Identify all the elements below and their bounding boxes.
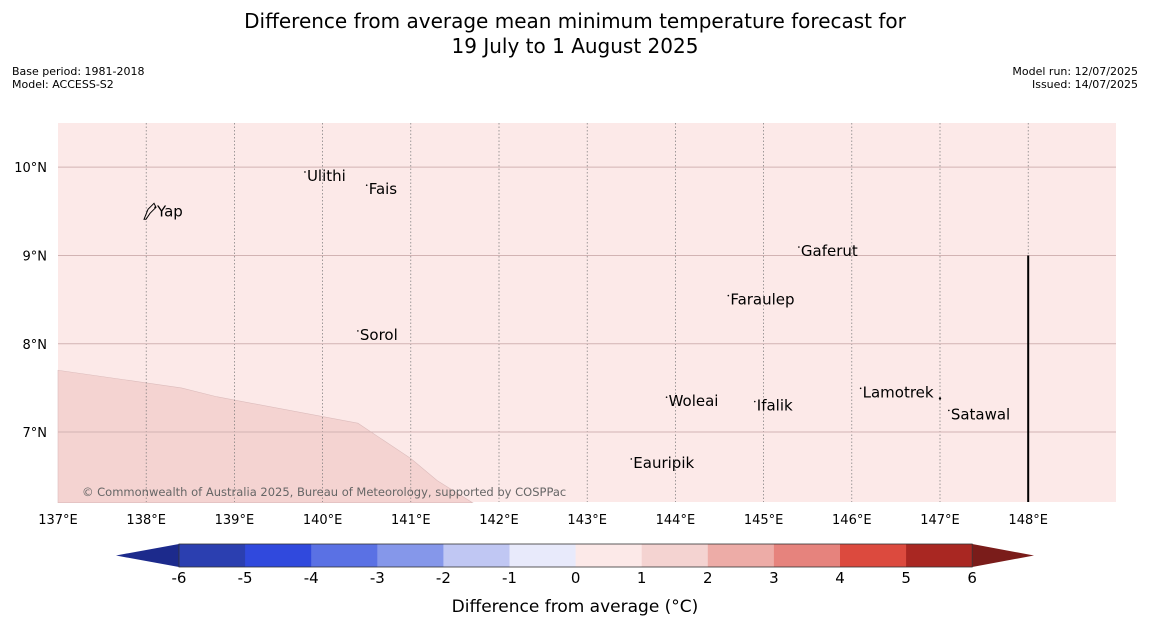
- colorbar: -6 -5 -4 -3 -2 -1 0 1 2 3 4 5 6 Difference from avera…: [116, 543, 1034, 617]
- x-tick-label: 144°E: [656, 513, 696, 528]
- colorbar-bin: [641, 544, 709, 567]
- place-label: Lamotrek: [863, 383, 934, 401]
- place-marker: [365, 184, 368, 187]
- colorbar-bin: [707, 544, 775, 567]
- x-tick-label: 148°E: [1008, 513, 1048, 528]
- place-label: Fais: [369, 180, 398, 198]
- title-line-2: 19 July to 1 August 2025: [451, 34, 699, 58]
- place-label: Ulithi: [307, 167, 346, 185]
- colorbar-bin: [575, 544, 643, 567]
- y-tick-label: 9°N: [23, 249, 48, 264]
- place-label: Yap: [156, 202, 183, 220]
- title-line-1: Difference from average mean minimum tem…: [244, 9, 906, 33]
- place-label: Eauripik: [633, 454, 694, 472]
- y-tick-label: 8°N: [23, 338, 48, 353]
- colorbar-tick-label: 2: [703, 569, 713, 587]
- colorbar-bin: [311, 544, 378, 567]
- colorbar-tick-label: 6: [967, 569, 977, 587]
- colorbar-bin: [509, 544, 577, 567]
- colorbar-tick-label: -5: [238, 569, 253, 587]
- place-marker: [154, 206, 156, 209]
- colorbar-bin: [245, 544, 312, 567]
- colorbar-tick-label: 1: [637, 569, 647, 587]
- colorbar-tick-label: -1: [502, 569, 517, 587]
- place-marker: [304, 171, 306, 173]
- place-label: Woleai: [669, 392, 719, 410]
- place-label: Faraulep: [730, 291, 794, 309]
- copyright-text: © Commonwealth of Australia 2025, Bureau…: [82, 485, 566, 499]
- place-marker: [859, 387, 862, 390]
- meta-right: Model run: 12/07/2025 Issued: 14/07/2025: [1012, 65, 1138, 91]
- model-name: Model: ACCESS-S2: [12, 78, 114, 91]
- place-marker: [630, 458, 633, 460]
- meta-left: Base period: 1981-2018 Model: ACCESS-S2: [12, 65, 144, 91]
- model-run: Model run: 12/07/2025: [1012, 65, 1138, 78]
- colorbar-tick-label: 4: [835, 569, 845, 587]
- x-tick-label: 138°E: [126, 513, 166, 528]
- place-marker: [753, 400, 756, 403]
- x-tick-label: 143°E: [567, 513, 607, 528]
- x-tick-label: 146°E: [832, 513, 872, 528]
- place-label: Ifalik: [757, 397, 793, 415]
- y-tick-label: 7°N: [23, 426, 48, 441]
- place-marker: [727, 294, 730, 297]
- x-tick-label: 139°E: [215, 513, 255, 528]
- colorbar-bin: [377, 544, 444, 567]
- colorbar-bin: [906, 544, 973, 567]
- colorbar-tick-label: -4: [304, 569, 319, 587]
- colorbar-bin: [443, 544, 510, 567]
- place-label: Satawal: [951, 405, 1010, 423]
- place-label: Gaferut: [801, 242, 858, 260]
- x-tick-label: 137°E: [38, 513, 78, 528]
- colorbar-tick-label: -6: [172, 569, 187, 587]
- islet-marker: [938, 397, 942, 400]
- place-marker: [948, 409, 950, 412]
- place-label: Sorol: [360, 326, 398, 344]
- place-marker: [798, 246, 800, 248]
- colorbar-over-triangle: [972, 544, 1034, 567]
- issued-date: Issued: 14/07/2025: [1031, 78, 1138, 91]
- x-tick-label: 142°E: [479, 513, 519, 528]
- colorbar-tick-label: 0: [571, 569, 581, 587]
- x-tick-label: 141°E: [391, 513, 431, 528]
- colorbar-tick-label: -3: [370, 569, 385, 587]
- map-area: 137°E 138°E 139°E 140°E 141°E 142°E 143°E 144°E…: [14, 123, 1116, 528]
- yap-island: [143, 202, 157, 220]
- colorbar-bin: [773, 544, 841, 567]
- x-tick-label: 140°E: [303, 513, 343, 528]
- colorbar-bin: [840, 544, 907, 567]
- map-title: Difference from average mean minimum tem…: [0, 9, 1150, 59]
- colorbar-under-triangle: [116, 544, 179, 567]
- colorbar-tick-label: -2: [436, 569, 451, 587]
- x-tick-label: 145°E: [744, 513, 784, 528]
- x-tick-label: 147°E: [920, 513, 960, 528]
- colorbar-bin: [179, 544, 246, 567]
- colorbar-label: Difference from average (°C): [452, 597, 699, 617]
- y-tick-label: 10°N: [14, 161, 47, 176]
- place-marker: [665, 396, 668, 398]
- base-period: Base period: 1981-2018: [12, 65, 145, 78]
- anomaly-region: [57, 369, 474, 503]
- colorbar-tick-label: 5: [901, 569, 911, 587]
- colorbar-tick-label: 3: [769, 569, 779, 587]
- colorbar-frame: [178, 543, 973, 568]
- place-marker: [357, 330, 359, 332]
